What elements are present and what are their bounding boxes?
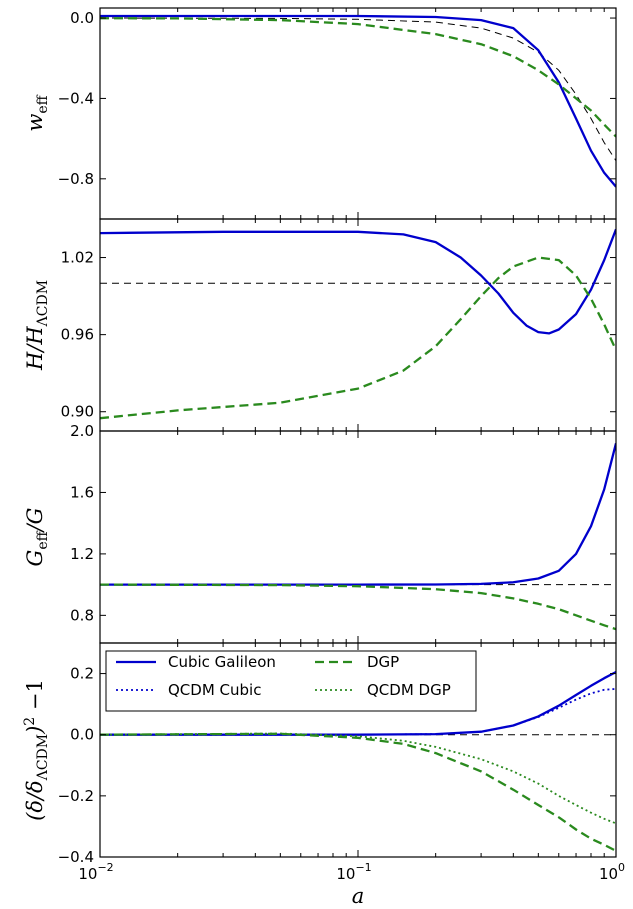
legend-box	[105, 650, 477, 712]
y-tick-label: 1.6	[70, 483, 94, 501]
y-tick-label: 0.8	[70, 606, 94, 624]
y-tick-label: −0.8	[58, 170, 94, 188]
y-tick-label: −0.2	[58, 787, 94, 805]
y-tick-label: −0.4	[58, 848, 94, 866]
series-line-cubic-galileon	[100, 228, 616, 335]
series-line-dgp	[100, 732, 616, 852]
panel-weff: 0.0 −0.4 −0.8 weff	[23, 7, 617, 220]
y-tick-label: 0.96	[61, 326, 94, 344]
legend-label: DGP	[367, 653, 399, 671]
panel-gratio: 2.0 1.6 1.2 0.8 Geff/G	[23, 422, 617, 644]
legend-label: QCDM Cubic	[168, 681, 261, 699]
panel-hratio: 1.02 0.96 0.90 H/HΛCDM	[23, 218, 617, 432]
y-axis-label: Geff/G	[23, 508, 51, 567]
series-line-dgp	[100, 256, 616, 420]
series-line-cubic-galileon	[100, 14, 616, 188]
reference-line	[100, 17, 616, 161]
series-line-qcdm-dgp	[100, 732, 616, 825]
x-axis-label: a	[352, 884, 365, 908]
y-tick-label: 0.90	[61, 403, 94, 421]
y-tick-label: 0.0	[70, 726, 94, 744]
series-line-cubic-galileon	[100, 443, 616, 586]
x-tick-label: 10−2	[78, 861, 113, 883]
y-axis-label: (δ/δΛCDM)2 −1	[22, 679, 51, 821]
y-tick-label: 1.2	[70, 545, 94, 563]
plot-frame	[99, 430, 617, 644]
y-tick-label: 2.0	[70, 422, 94, 440]
x-tick-label: 100	[599, 861, 625, 883]
y-axis-label: weff	[23, 94, 51, 131]
legend-label: QCDM DGP	[367, 681, 451, 699]
plot-frame	[99, 7, 617, 220]
panel-growth: 0.2 0.0 −0.2 −0.410−2 10−1 100 (δ/δΛCDM)2 −1 a C…	[22, 642, 625, 908]
legend-label: Cubic Galileon	[168, 653, 276, 671]
plot-frame	[99, 218, 617, 432]
series-line-dgp	[100, 583, 616, 631]
series-line-qcdm-cubic	[100, 688, 616, 736]
y-tick-label: −0.4	[58, 89, 94, 107]
y-tick-label: 0.0	[70, 9, 94, 27]
y-tick-label: 0.2	[70, 665, 94, 683]
y-tick-label: 1.02	[61, 249, 94, 267]
series-line-dgp	[100, 17, 616, 138]
y-axis-label: H/HΛCDM	[23, 280, 51, 371]
legend: Cubic Galileon DGP QCDM Cubic QCDM DGP	[105, 650, 477, 712]
x-tick-label: 10−1	[336, 861, 371, 883]
